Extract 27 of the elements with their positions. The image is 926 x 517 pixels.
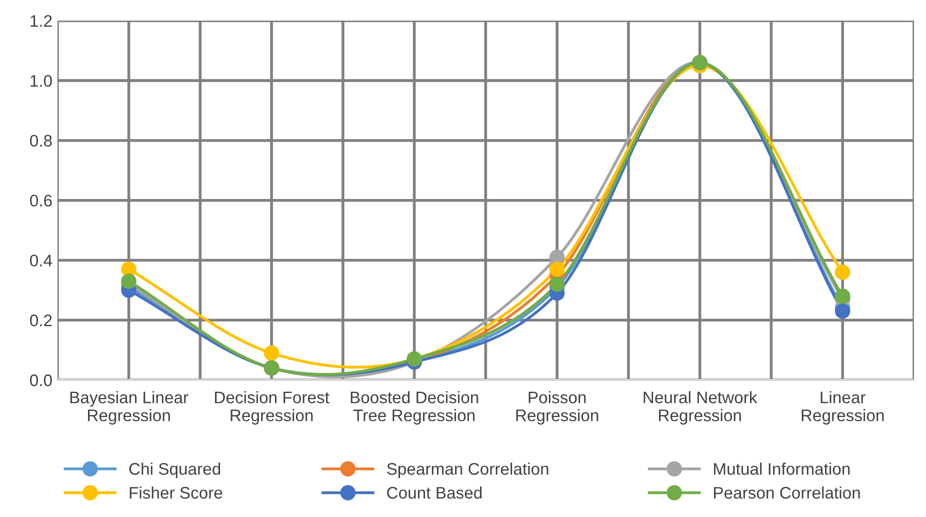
y-tick-label: 0.0	[30, 374, 52, 386]
legend-label: Chi Squared	[129, 462, 220, 478]
point	[264, 345, 280, 361]
legend-label: Spearman Correlation	[387, 462, 548, 478]
legend-label: Pearson Correlation	[714, 486, 860, 499]
x-tick-label: Neural Network Regression	[644, 391, 758, 425]
y-tick-label: 0.8	[30, 134, 52, 147]
point	[549, 276, 565, 292]
legend-label: Fisher Score	[130, 486, 222, 499]
point	[121, 274, 136, 289]
point	[834, 264, 850, 280]
x-tick-label: Poisson Regression	[516, 391, 598, 425]
legend-label: Mutual Information	[714, 462, 850, 475]
point	[549, 262, 565, 277]
legend-label: Count Based	[387, 486, 482, 499]
y-tick-label: 1.0	[30, 74, 52, 87]
point	[834, 303, 850, 319]
point	[121, 262, 136, 277]
y-tick-label: 0.2	[30, 314, 52, 326]
y-tick-label: 1.2	[30, 15, 52, 27]
x-tick-label: Bayesian Linear Regression	[70, 391, 188, 425]
point	[834, 288, 850, 304]
y-tick-label: 0.4	[30, 254, 52, 266]
x-tick-label: Boosted Decision Tree Regression	[350, 391, 478, 425]
x-tick-label: Linear Regression	[802, 391, 884, 425]
y-tick-label: 0.6	[30, 194, 52, 207]
x-tick-label: Decision Forest Regression	[215, 391, 330, 425]
